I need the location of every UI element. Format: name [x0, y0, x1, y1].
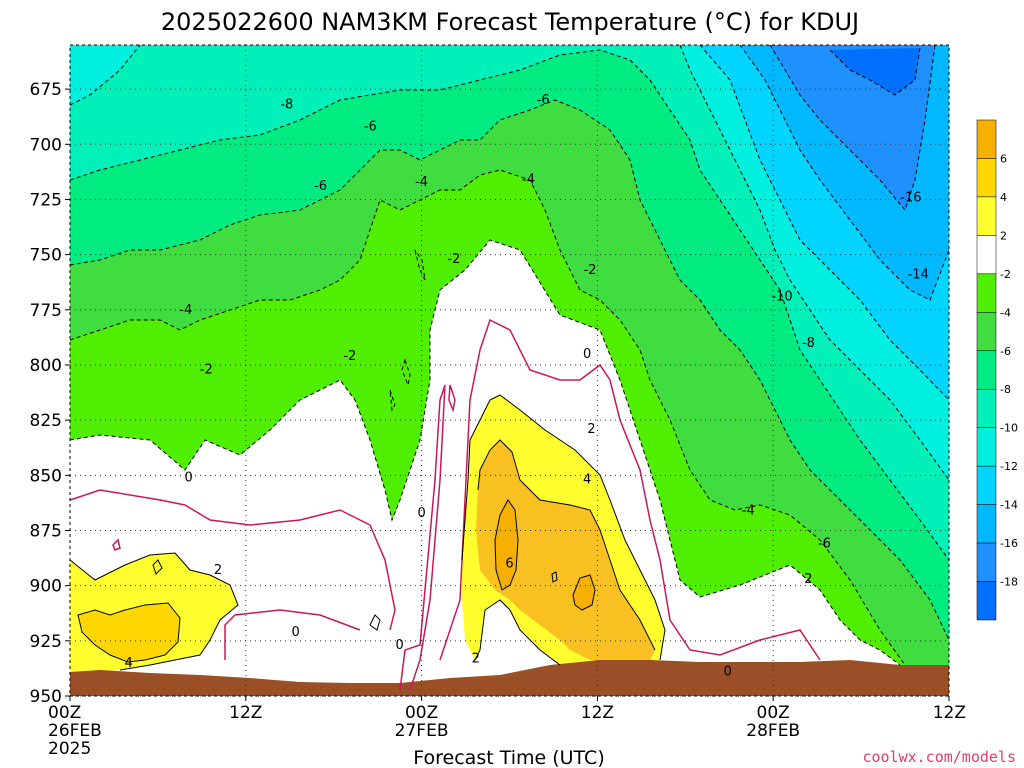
colorbar-tick-label: -8 — [1000, 383, 1011, 396]
contour-label: -8 — [802, 336, 815, 351]
region-above-4-center — [476, 440, 655, 662]
contour-label: -4 — [522, 173, 535, 188]
region-above-6-center — [495, 500, 518, 590]
contour-label: -2 — [200, 362, 213, 377]
y-tick-label: 900 — [30, 577, 62, 597]
contour-label: 0 — [417, 506, 425, 521]
plot-frame — [69, 44, 950, 697]
colorbar-tick-label: -10 — [1000, 422, 1018, 435]
region-minus10-to-minus8 — [70, 45, 949, 560]
x-tick-label: 28FEB — [746, 721, 800, 741]
y-axis: 675 700 725 750 775 800 825 850 875 900 925 950 — [30, 80, 70, 707]
x-tick-label: 12Z — [229, 703, 262, 723]
contour-label: -4 — [179, 303, 192, 318]
contour-label: 0 — [291, 625, 299, 640]
freezing-contours — [69, 318, 821, 691]
colorbar-swatch — [976, 119, 997, 159]
colorbar-tick-label: 6 — [1000, 152, 1007, 165]
colorbar-swatch — [976, 158, 997, 198]
y-tick-label: 725 — [30, 190, 62, 210]
contour-label: -16 — [900, 190, 921, 205]
y-tick-label: 750 — [30, 246, 62, 266]
contour-label: 0 — [724, 665, 732, 680]
colorbar-swatch — [976, 504, 997, 544]
contour-label: -6 — [537, 93, 550, 108]
chart-title: 2025022600 NAM3KM Forecast Temperature (… — [161, 8, 859, 36]
contour-label: -14 — [908, 268, 929, 283]
contour-label: -6 — [314, 179, 327, 194]
contour-label: 2 — [214, 563, 222, 578]
y-tick-label: 825 — [30, 411, 62, 431]
region-below-minus18 — [830, 48, 920, 95]
contour-labels: -8 -6 -6 -4 -4 -6 -4 -2 -2 -2 -2 0 2 4 6 0 2 4 0 0 0 2 0 -4 -6 2 -… — [124, 93, 929, 680]
y-tick-label: 675 — [30, 80, 62, 100]
contour-label: 0 — [185, 471, 193, 486]
colorbar-swatch — [976, 581, 997, 621]
plot-area: -8 -6 -6 -4 -4 -6 -4 -2 -2 -2 -2 0 2 4 6 0 2 4 0 0 0 2 0 -4 -6 2 -… — [69, 44, 950, 697]
terrain-surface — [70, 660, 949, 696]
colorbar-tick-label: -2 — [1000, 268, 1011, 281]
contour-label: -4 — [415, 175, 428, 190]
contour-label: -2 — [343, 349, 356, 364]
negative-contours — [69, 44, 950, 666]
y-tick-label: 850 — [30, 466, 62, 486]
colorbar-swatch — [976, 350, 997, 390]
y-tick-label: 700 — [30, 135, 62, 155]
region-above-6-small — [573, 575, 595, 610]
y-tick-label: 800 — [30, 356, 62, 376]
x-tick-label: 26FEB — [48, 721, 102, 741]
colorbar-swatch — [976, 312, 997, 352]
x-tick-label: 12Z — [933, 703, 966, 723]
x-tick-label: 00Z — [757, 703, 790, 723]
contour-label: 4 — [124, 656, 132, 671]
colorbar-swatch — [976, 196, 997, 236]
colorbar-tick-label: -18 — [1000, 576, 1018, 589]
contour-label: 2 — [587, 422, 595, 437]
colorbar-swatch — [976, 465, 997, 505]
colorbar-tick-label: -14 — [1000, 499, 1018, 512]
region-minus2-pocket — [120, 542, 135, 554]
x-tick-label: 2025 — [48, 739, 91, 759]
colorbar-tick-label: 2 — [1000, 229, 1007, 242]
contour-label: -4 — [742, 504, 755, 519]
colorbar: 6 4 2 -2 -4 -6 -8 -10 -12 -14 -16 -18 — [976, 119, 1018, 621]
y-tick-label: 775 — [30, 301, 62, 321]
y-tick-label: 950 — [30, 687, 62, 707]
x-axis-label: Forecast Time (UTC) — [413, 747, 604, 768]
x-tick-label: 00Z — [405, 703, 438, 723]
colorbar-swatch — [976, 273, 997, 313]
y-tick-label: 875 — [30, 521, 62, 541]
colorbar-tick-label: -12 — [1000, 460, 1018, 473]
contour-label: -2 — [447, 252, 460, 267]
contour-label: 0 — [395, 638, 403, 653]
grid-lines — [70, 45, 949, 697]
contour-label: -6 — [364, 120, 377, 135]
colorbar-swatch — [976, 542, 997, 582]
contour-label: -2 — [584, 263, 597, 278]
contour-label: -8 — [280, 98, 293, 113]
x-tick-label: 00Z — [48, 703, 81, 723]
credit-text: coolwx.com/models — [862, 748, 1016, 766]
contour-label: 2 — [472, 651, 480, 666]
contour-label: -10 — [771, 290, 792, 305]
x-tick-label: 27FEB — [395, 721, 449, 741]
colorbar-swatch — [976, 235, 997, 275]
contour-label: 4 — [583, 473, 591, 488]
positive-contours — [69, 394, 666, 671]
colorbar-tick-label: 4 — [1000, 191, 1007, 204]
contour-label: -6 — [818, 537, 831, 552]
colorbar-tick-label: -6 — [1000, 345, 1011, 358]
contour-label: 0 — [583, 347, 591, 362]
y-tick-label: 925 — [30, 632, 62, 652]
colorbar-tick-label: -4 — [1000, 306, 1011, 319]
colorbar-swatch — [976, 388, 997, 428]
region-above-4-left — [78, 603, 180, 662]
x-tick-label: 12Z — [581, 703, 614, 723]
contour-label: 2 — [804, 572, 812, 587]
colorbar-tick-label: -16 — [1000, 537, 1018, 550]
contour-label: 6 — [505, 557, 513, 572]
colorbar-swatch — [976, 427, 997, 467]
